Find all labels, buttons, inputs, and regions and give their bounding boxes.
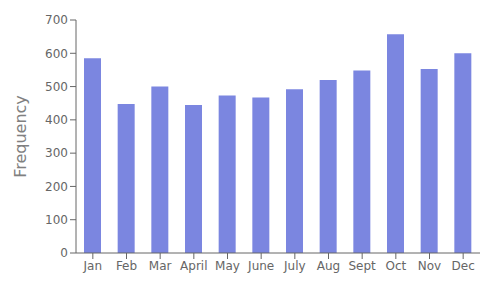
- svg-text:April: April: [180, 259, 207, 273]
- svg-text:Nov: Nov: [418, 259, 441, 273]
- svg-text:600: 600: [45, 47, 68, 61]
- svg-text:June: June: [247, 259, 274, 273]
- svg-text:Feb: Feb: [116, 259, 137, 273]
- svg-text:Aug: Aug: [317, 259, 340, 273]
- svg-text:300: 300: [45, 146, 68, 160]
- svg-text:Oct: Oct: [385, 259, 406, 273]
- svg-text:400: 400: [45, 113, 68, 127]
- svg-text:Frequency: Frequency: [11, 95, 30, 178]
- svg-text:Mar: Mar: [149, 259, 172, 273]
- svg-text:Dec: Dec: [452, 259, 475, 273]
- svg-text:200: 200: [45, 180, 68, 194]
- svg-text:May: May: [215, 259, 240, 273]
- svg-text:0: 0: [60, 246, 68, 260]
- svg-text:500: 500: [45, 80, 68, 94]
- svg-text:Sept: Sept: [349, 259, 377, 273]
- svg-text:July: July: [283, 259, 306, 273]
- svg-text:Jan: Jan: [83, 259, 103, 273]
- svg-text:700: 700: [45, 13, 68, 27]
- svg-text:100: 100: [45, 213, 68, 227]
